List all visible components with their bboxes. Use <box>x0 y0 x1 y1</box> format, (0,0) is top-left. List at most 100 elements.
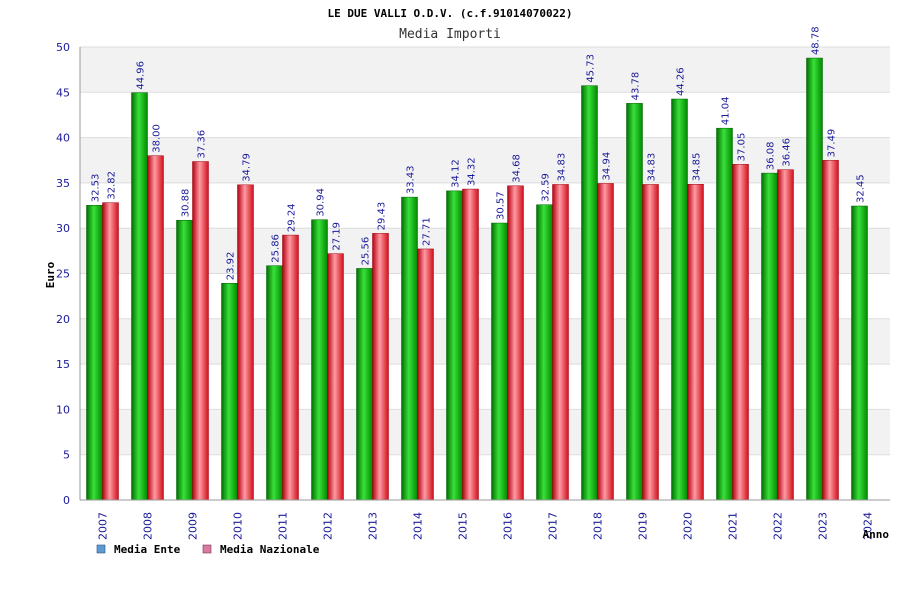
y-tick-label: 35 <box>56 177 70 190</box>
value-label-media-ente-2009: 30.88 <box>181 189 192 218</box>
value-label-media-nazionale-2013: 29.43 <box>377 202 388 231</box>
bar-media-ente-2012 <box>311 219 328 501</box>
value-label-media-nazionale-2008: 38.00 <box>152 124 163 153</box>
bars <box>86 57 868 501</box>
value-label-media-ente-2010: 23.92 <box>226 252 237 281</box>
y-tick-label: 10 <box>56 403 70 416</box>
value-label-media-ente-2024: 32.45 <box>856 174 867 203</box>
bar-media-nazionale-2015 <box>462 188 479 501</box>
value-label-media-nazionale-2023: 37.49 <box>827 129 838 158</box>
x-tick-label-2013: 2013 <box>367 512 380 540</box>
y-tick-label: 25 <box>56 268 70 281</box>
legend: Media Ente Media Nazionale <box>96 543 320 556</box>
value-label-media-nazionale-2016: 34.68 <box>512 154 523 183</box>
grid-band <box>80 137 890 183</box>
x-tick-label-2024: 2024 <box>862 512 875 540</box>
bar-media-ente-2008 <box>131 92 148 501</box>
bar-media-ente-2010 <box>221 283 238 501</box>
x-tick-label-2007: 2007 <box>97 512 110 540</box>
bar-media-nazionale-2018 <box>597 183 614 501</box>
x-tick-label-2010: 2010 <box>232 512 245 540</box>
value-label-media-ente-2016: 30.57 <box>496 191 507 220</box>
bar-media-nazionale-2011 <box>282 234 299 501</box>
bar-media-nazionale-2022 <box>777 169 794 501</box>
bar-media-nazionale-2020 <box>687 184 704 501</box>
bar-media-nazionale-2016 <box>507 185 524 501</box>
bar-media-ente-2018 <box>581 85 598 501</box>
value-label-media-nazionale-2009: 37.36 <box>197 130 208 159</box>
y-axis-label: Euro <box>44 261 57 288</box>
x-tick-label-2020: 2020 <box>682 512 695 540</box>
grid-band <box>80 92 890 138</box>
x-tick-label-2008: 2008 <box>142 512 155 540</box>
x-tick-label-2023: 2023 <box>817 512 830 540</box>
bar-media-ente-2022 <box>761 172 778 501</box>
y-tick-label: 40 <box>56 132 70 145</box>
bar-media-ente-2023 <box>806 57 823 501</box>
value-label-media-ente-2007: 32.53 <box>91 174 102 203</box>
value-label-media-nazionale-2014: 27.71 <box>422 217 433 246</box>
value-label-media-nazionale-2022: 36.46 <box>782 138 793 167</box>
bar-media-nazionale-2019 <box>642 184 659 501</box>
bar-media-ente-2015 <box>446 190 463 501</box>
value-label-media-nazionale-2012: 27.19 <box>332 222 343 251</box>
x-axis-label: Anno <box>863 528 890 541</box>
x-tick-label-2012: 2012 <box>322 512 335 540</box>
bar-media-ente-2011 <box>266 265 283 501</box>
value-label-media-ente-2014: 33.43 <box>406 165 417 194</box>
x-axis-ticks: 2007 2008 2009 2010 2011 2012 2013 2014 2015 2016… <box>97 512 875 540</box>
value-label-media-ente-2015: 34.12 <box>451 159 462 188</box>
bar-media-ente-2021 <box>716 127 733 501</box>
value-label-media-ente-2008: 44.96 <box>136 61 147 90</box>
value-label-media-ente-2019: 43.78 <box>631 72 642 101</box>
y-tick-label: 50 <box>56 41 70 54</box>
grid-band <box>80 364 890 410</box>
value-label-media-ente-2022: 36.08 <box>766 141 777 170</box>
x-tick-label-2009: 2009 <box>187 512 200 540</box>
bar-media-nazionale-2009 <box>192 161 209 501</box>
bar-media-ente-2013 <box>356 268 373 501</box>
value-label-media-ente-2023: 48.78 <box>811 26 822 55</box>
y-tick-label: 15 <box>56 358 70 371</box>
x-tick-label-2016: 2016 <box>502 512 515 540</box>
x-tick-label-2018: 2018 <box>592 512 605 540</box>
bar-media-nazionale-2007 <box>102 202 119 501</box>
value-label-media-nazionale-2011: 29.24 <box>287 203 298 232</box>
grid-band <box>80 228 890 274</box>
bar-media-nazionale-2021 <box>732 164 749 501</box>
x-tick-label-2021: 2021 <box>727 512 740 540</box>
bar-media-nazionale-2010 <box>237 184 254 501</box>
y-tick-label: 5 <box>63 449 70 462</box>
value-label-media-nazionale-2021: 37.05 <box>737 133 748 162</box>
chart-subtitle: Media Importi <box>399 27 501 42</box>
bar-media-nazionale-2014 <box>417 248 434 501</box>
x-tick-label-2011: 2011 <box>277 512 290 540</box>
grid-band <box>80 409 890 455</box>
bar-media-ente-2016 <box>491 222 508 501</box>
grid-band <box>80 182 890 229</box>
value-label-media-nazionale-2010: 34.79 <box>242 153 253 182</box>
bar-media-ente-2019 <box>626 103 643 501</box>
grid-band <box>80 318 890 365</box>
bar-media-ente-2024 <box>851 205 868 501</box>
chart-title: LE DUE VALLI O.D.V. (c.f.91014070022) <box>327 7 572 20</box>
value-label-media-ente-2017: 32.59 <box>541 173 552 202</box>
grid-band <box>80 47 890 93</box>
bar-media-nazionale-2017 <box>552 184 569 501</box>
value-label-media-ente-2021: 41.04 <box>721 97 732 126</box>
bar-media-nazionale-2023 <box>822 160 839 501</box>
bar-media-nazionale-2008 <box>147 155 164 501</box>
grid-band <box>80 273 890 319</box>
x-tick-label-2014: 2014 <box>412 512 425 540</box>
bar-media-nazionale-2012 <box>327 253 344 501</box>
value-label-media-nazionale-2007: 32.82 <box>107 171 118 200</box>
y-tick-label: 30 <box>56 222 70 235</box>
value-labels: 32.53 32.82 44.96 38.00 30.88 37.36 23.92 34.79… <box>91 26 867 280</box>
value-label-media-ente-2018: 45.73 <box>586 54 597 83</box>
bar-media-ente-2020 <box>671 98 688 501</box>
legend-label-media-nazionale: Media Nazionale <box>220 543 320 556</box>
x-tick-label-2022: 2022 <box>772 512 785 540</box>
x-tick-label-2019: 2019 <box>637 512 650 540</box>
value-label-media-ente-2011: 25.86 <box>271 234 282 263</box>
